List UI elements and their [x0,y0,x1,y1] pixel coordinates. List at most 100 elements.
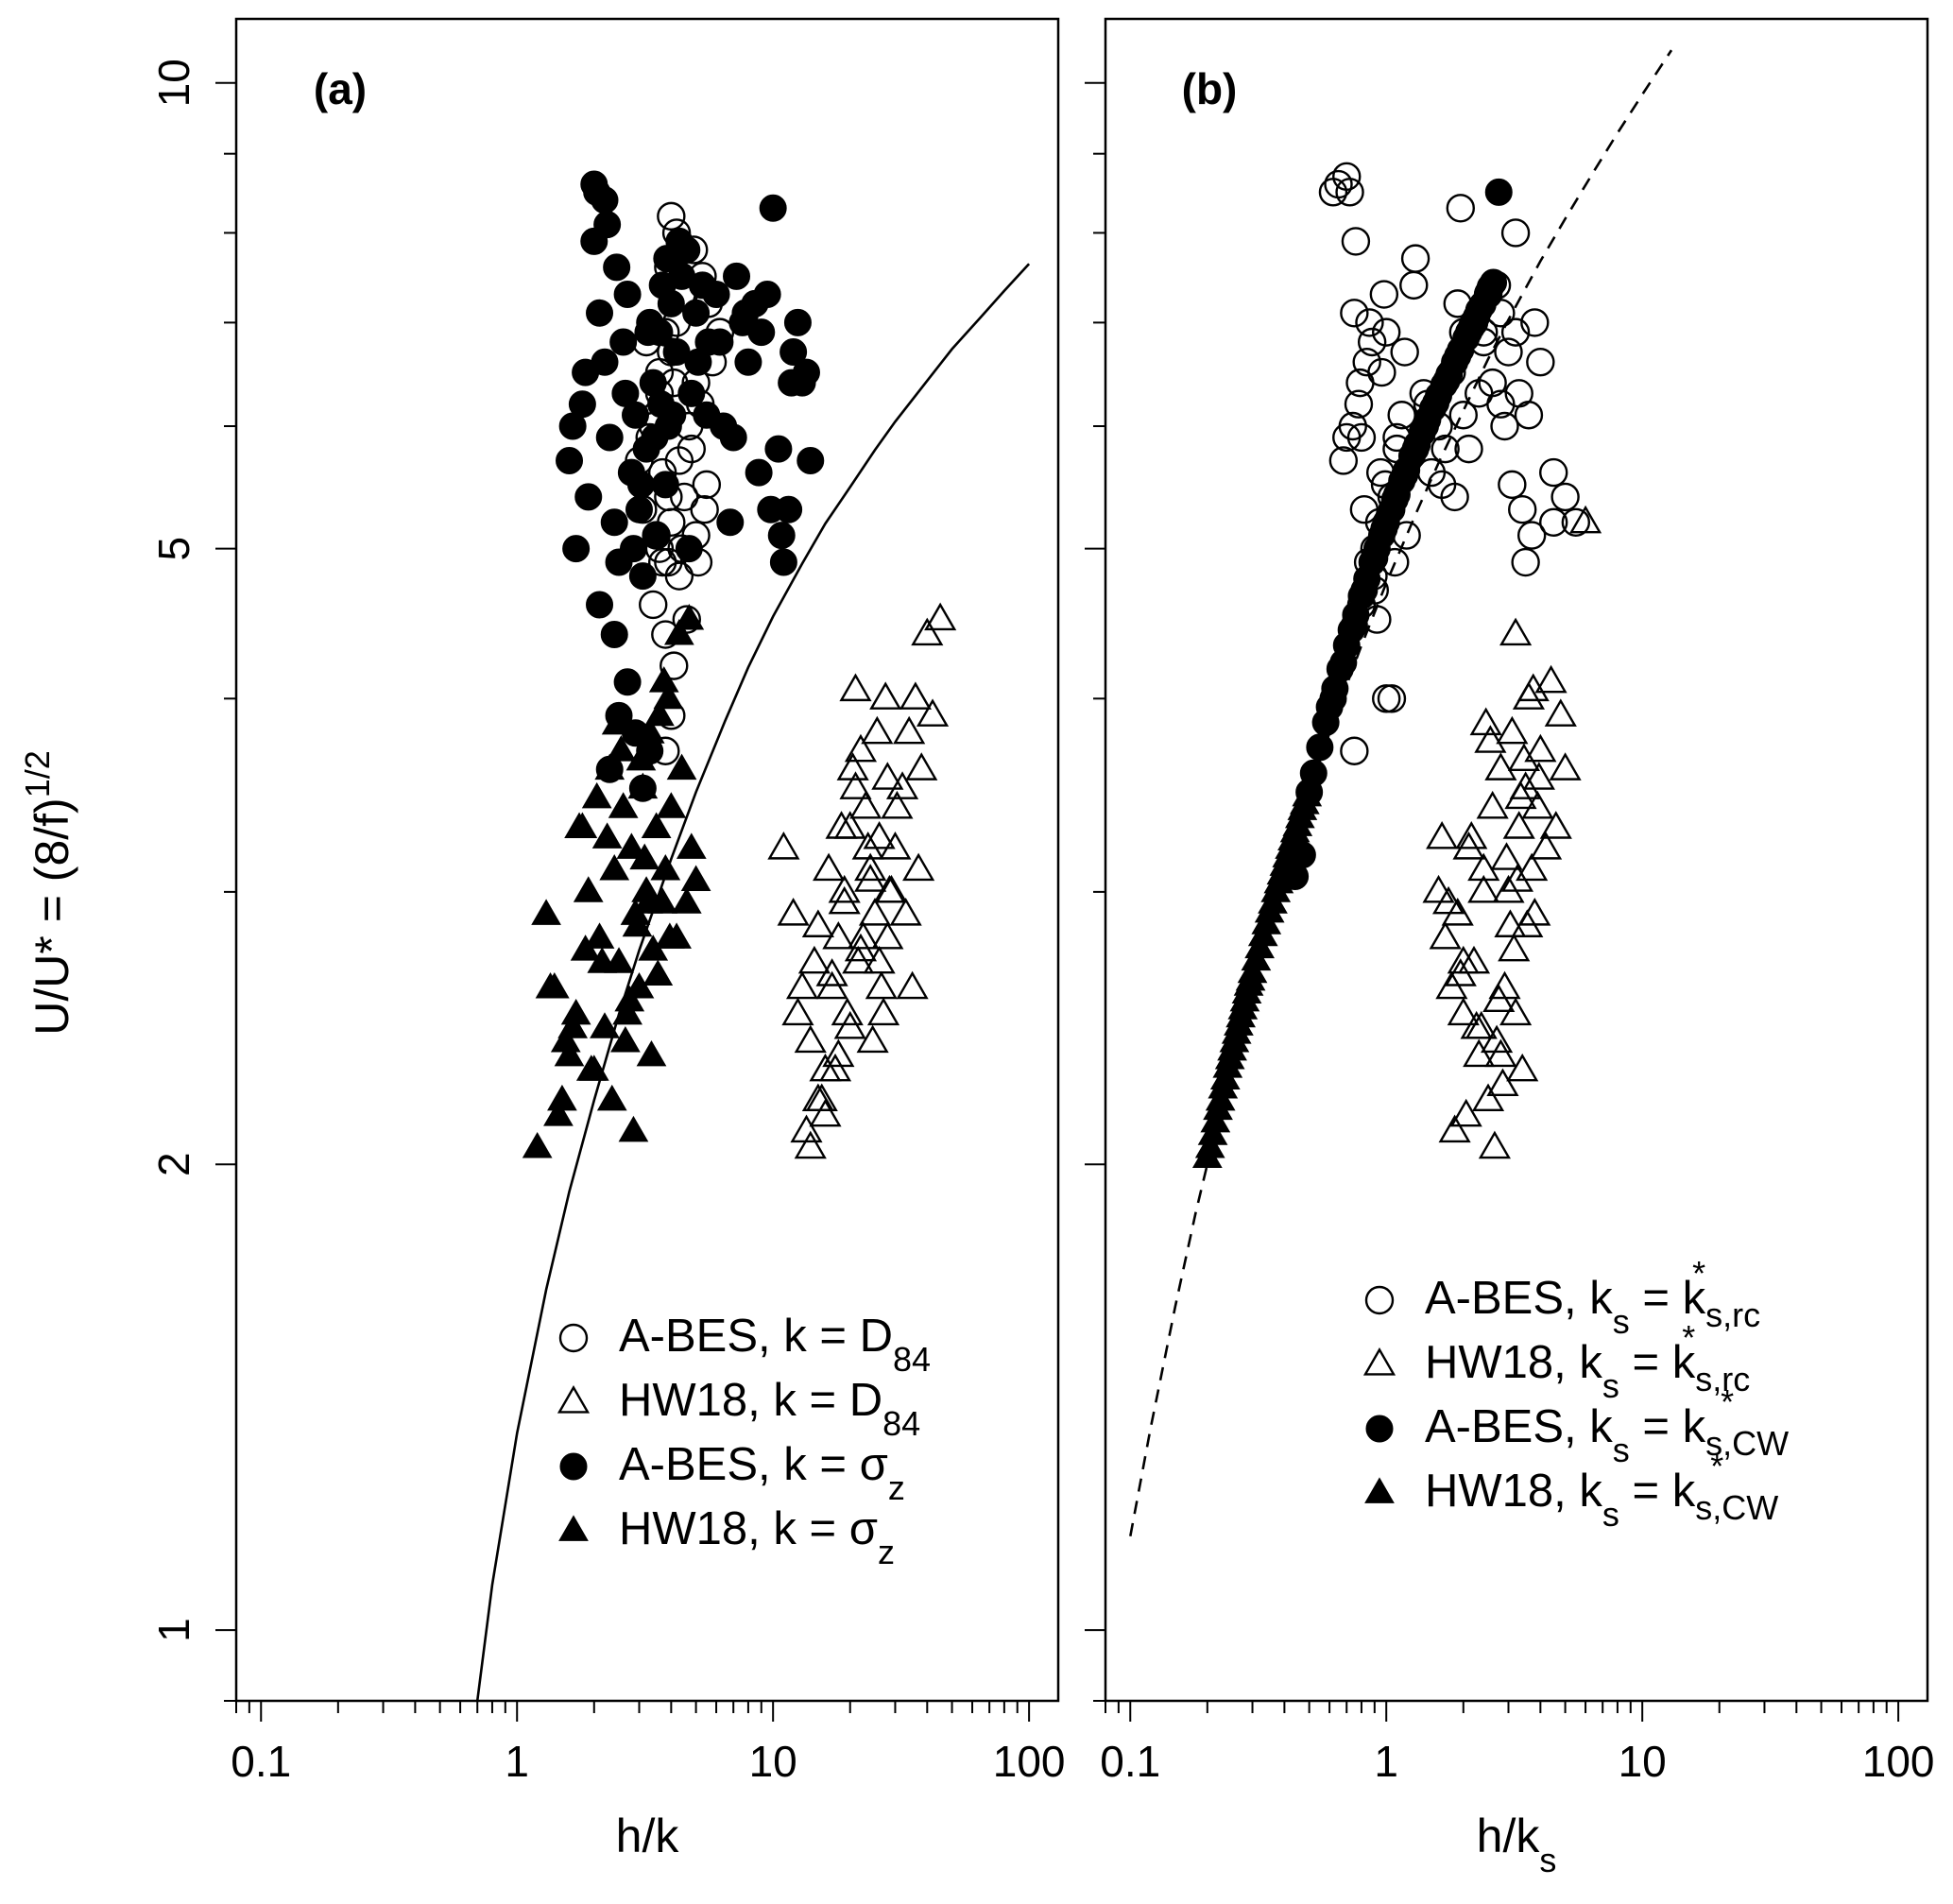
data-point [1438,1114,1471,1143]
data-point [1500,317,1531,347]
data-point [767,522,796,550]
data-point [535,972,566,999]
data-point [622,910,653,937]
data-point [1499,617,1533,646]
data-point [657,289,685,317]
data-point [1498,470,1527,500]
data-point [693,401,721,429]
data-point [653,682,684,710]
data-point [716,508,745,537]
x-tick-label: 10 [749,1737,797,1786]
data-point [562,535,591,563]
data-point [1426,820,1459,849]
legend-marker [558,1323,589,1353]
data-point [1350,576,1379,605]
data-point [1494,337,1523,367]
data-point [684,348,712,376]
data-point [1361,544,1389,573]
series-2 [767,602,957,1159]
data-point [660,651,689,680]
data-point [1502,811,1535,839]
data-point [856,1024,889,1054]
legend-marker [558,1515,589,1541]
data-point [790,1114,823,1143]
data-point [916,698,950,727]
data-point [1328,446,1359,475]
series-4 [522,603,711,1158]
data-point [794,1024,827,1054]
legend-label: A-BES, ks = ks,rc* [1425,1254,1760,1341]
data-point [664,446,694,475]
data-point [647,547,677,577]
data-point [625,744,657,771]
legend-marker [1364,1285,1395,1315]
data-point [847,920,880,950]
data-point [590,1012,620,1038]
data-point [609,328,638,356]
data-point [1399,270,1429,300]
data-point [1474,725,1507,753]
data-point [1460,1010,1493,1039]
data-point [666,753,697,780]
data-point [1467,874,1500,903]
data-point [871,920,904,950]
data-point [828,885,861,915]
data-point [801,909,834,937]
data-point [1390,337,1419,367]
data-point [1494,909,1527,937]
data-point [783,308,812,336]
data-point [616,832,647,859]
data-point [1341,227,1371,256]
data-point [641,423,669,452]
data-point [861,715,894,745]
data-point [1422,389,1450,418]
data-point [584,922,615,949]
data-point [809,1098,842,1127]
data-point [600,508,628,537]
data-point [680,865,711,892]
data-point [1411,412,1439,440]
data-point [794,1130,827,1159]
data-point [1372,684,1401,713]
data-point [1534,664,1568,694]
data-point [1511,909,1544,937]
legend-label: A-BES, k = σz [619,1439,905,1507]
data-point [1367,357,1396,387]
data-point [723,262,751,290]
data-point [1484,1038,1517,1068]
data-point [619,535,647,563]
data-point [818,1053,852,1082]
x-tick-label: 0.1 [231,1737,291,1786]
data-point [809,1053,842,1082]
fit-curve [1129,49,1673,1536]
data-point [572,358,600,386]
series-2 [1422,505,1602,1159]
data-point [1526,348,1555,377]
data-point [844,933,878,962]
x-tick-label: 10 [1619,1737,1667,1786]
data-point [702,281,730,309]
legend-marker [559,1452,588,1481]
data-point [580,227,608,255]
data-point [1318,178,1348,207]
data-point [719,423,747,452]
data-point [586,299,614,327]
data-point [896,970,929,1000]
data-point [644,699,675,727]
data-point [836,752,869,780]
data-point [636,1039,667,1067]
data-point [1504,780,1537,810]
data-point [1481,1024,1514,1054]
data-point [1465,296,1493,324]
plot-frame [1104,17,1929,1703]
data-point [747,318,776,347]
data-point [574,483,603,511]
data-point [1476,273,1504,301]
data-point [1508,495,1537,524]
data-point [611,379,640,407]
series-3 [1281,178,1513,890]
data-point [899,681,932,710]
data-point [764,435,793,463]
x-tick-label: 100 [1862,1737,1935,1786]
